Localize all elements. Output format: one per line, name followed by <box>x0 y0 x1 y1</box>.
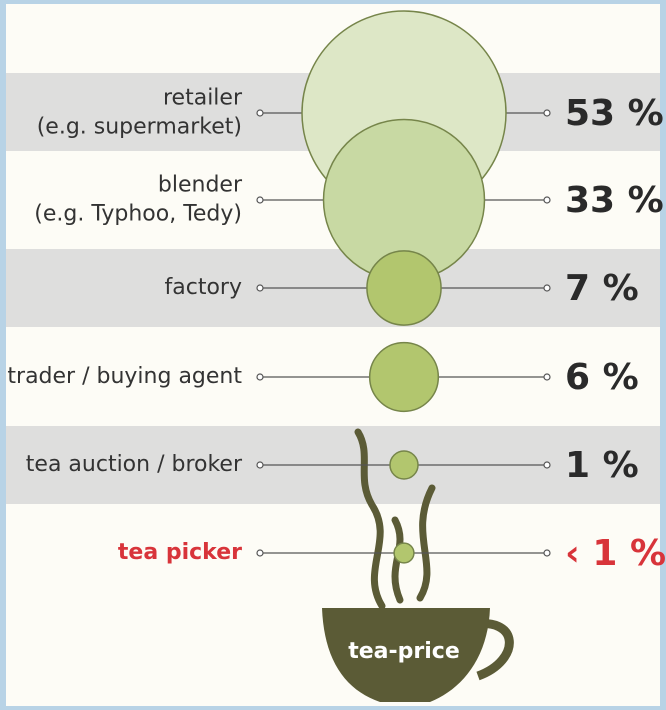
leader-end <box>256 373 264 381</box>
leader-end <box>256 461 264 469</box>
value-label: 1 % <box>565 445 639 486</box>
category-label: retailer <box>163 86 243 111</box>
bubble <box>366 250 442 326</box>
leader-end <box>256 549 264 557</box>
leader-end <box>256 284 264 292</box>
value-label: 53 % <box>565 93 664 134</box>
category-label: trader / buying agent <box>7 364 242 389</box>
category-label: blender <box>158 173 243 198</box>
value-label: 33 % <box>565 180 664 221</box>
category-label: factory <box>165 275 242 300</box>
value-label: ‹ 1 % <box>565 533 666 574</box>
cup <box>322 608 490 702</box>
category-label: tea auction / broker <box>26 452 243 477</box>
category-label: (e.g. Typhoo, Tedy) <box>34 202 242 227</box>
leader-end <box>256 196 264 204</box>
category-label: (e.g. supermarket) <box>37 115 242 140</box>
leader-end <box>543 196 551 204</box>
leader-end <box>543 373 551 381</box>
bubble <box>389 450 419 480</box>
leader-end <box>543 109 551 117</box>
leader-end <box>256 109 264 117</box>
bubble <box>393 542 415 564</box>
bubble <box>368 341 440 413</box>
cup-label: tea-price <box>348 639 460 664</box>
leader-end <box>543 284 551 292</box>
value-label: 7 % <box>565 268 639 309</box>
category-label: tea picker <box>118 540 242 565</box>
value-label: 6 % <box>565 357 639 398</box>
leader-end <box>543 549 551 557</box>
steam <box>354 428 386 610</box>
steam <box>416 484 436 602</box>
leader-end <box>543 461 551 469</box>
